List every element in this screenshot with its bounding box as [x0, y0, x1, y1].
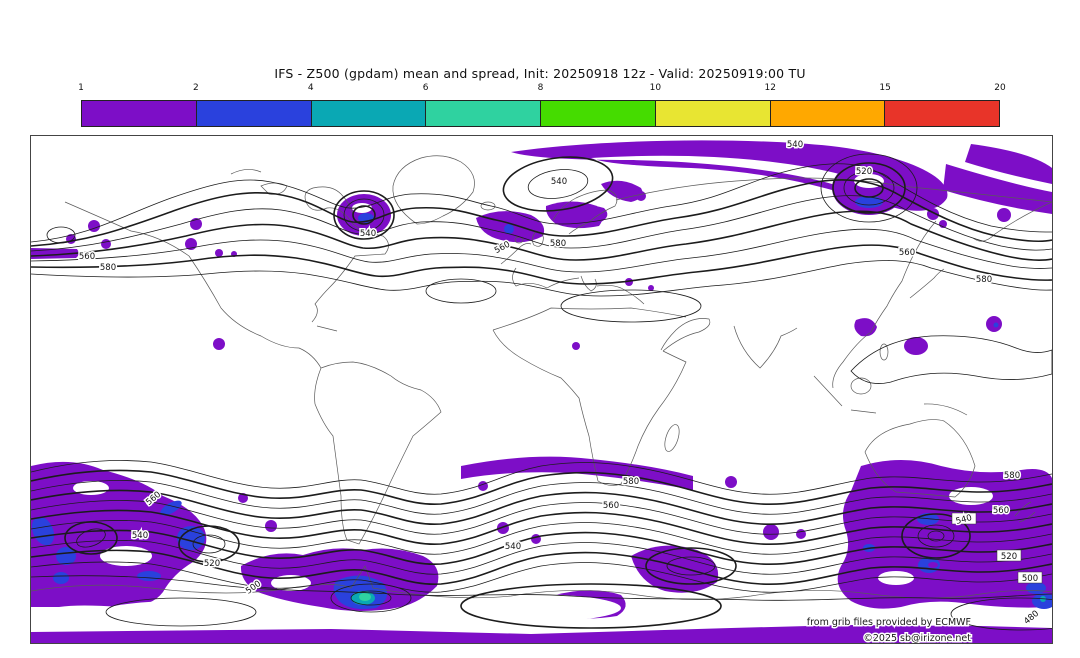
colorbar-tick: 4 [307, 83, 314, 93]
z500-contours [31, 153, 1052, 631]
attribution-copyright: ©2025 sb@irizone.net [863, 633, 971, 643]
contour-label: 560 [993, 506, 1009, 516]
contour-label: 560 [79, 252, 95, 262]
colorbar-tick: 1 [78, 83, 84, 93]
contour-label: 520 [204, 559, 220, 569]
map-plot-area: 560 580 540 540 560 580 540 520 560 580 … [30, 135, 1053, 644]
contour-label: 540 [132, 531, 148, 541]
contour-label: 560 [899, 248, 915, 258]
contour-label: 540 [787, 140, 803, 150]
colorbar-segment [655, 101, 771, 126]
contour-label: 540 [360, 229, 376, 239]
colorbar-tick: 20 [994, 83, 1006, 93]
contour-label: 480 [1022, 609, 1041, 627]
colorbar-tick: 12 [764, 83, 776, 93]
colorbar-segment [82, 101, 197, 126]
world-contour-map: 560 580 540 540 560 580 540 520 560 580 … [31, 139, 1052, 643]
page-title: IFS - Z500 (gpdam) mean and spread, Init… [274, 66, 806, 81]
colorbar [81, 100, 1000, 127]
colorbar-segment [311, 101, 427, 126]
contour-label: 580 [550, 239, 566, 249]
colorbar-tick-row: 1 2 4 6 8 10 12 15 20 [78, 83, 1006, 95]
contour-label: 560 [603, 501, 619, 511]
colorbar-tick: 6 [422, 83, 429, 93]
colorbar-segment [426, 101, 541, 126]
colorbar-tick: 15 [879, 83, 891, 93]
attribution-source: from grib files provided by ECMWF [807, 617, 971, 628]
contour-label: 520 [1001, 552, 1017, 562]
contour-label: 580 [623, 477, 639, 487]
contour-label: 580 [1004, 471, 1020, 481]
contour-label: 580 [100, 263, 116, 273]
contour-label: 540 [551, 177, 567, 187]
contour-label: 500 [1022, 574, 1038, 584]
colorbar-tick: 2 [193, 83, 199, 93]
colorbar-segment [196, 101, 312, 126]
colorbar-tick: 8 [537, 83, 544, 93]
colorbar-segment [885, 101, 999, 126]
contour-label: 520 [856, 167, 872, 177]
colorbar-segment [770, 101, 886, 126]
colorbar-segment [541, 101, 656, 126]
contour-labels: 560 580 540 540 560 580 540 520 560 580 … [77, 139, 1042, 629]
contour-label: 540 [505, 542, 521, 552]
contour-label: 560 [493, 240, 512, 256]
contour-label: 580 [976, 275, 992, 285]
colorbar-tick: 10 [649, 83, 662, 93]
